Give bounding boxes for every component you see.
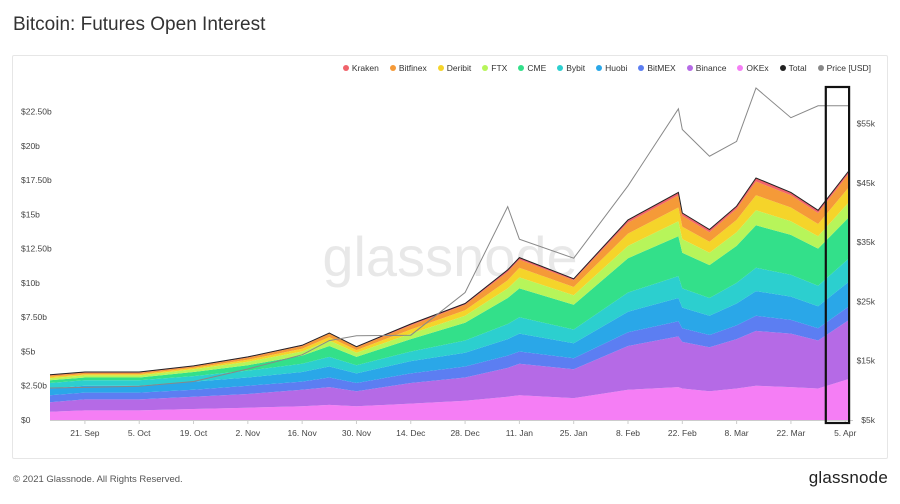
lines [49, 87, 850, 389]
right-tick-label: $55k [857, 119, 876, 129]
legend-item-cme[interactable]: CME [518, 63, 546, 73]
left-tick-label: $2.50b [21, 381, 47, 391]
legend-dot [686, 65, 693, 71]
stacked-areas [50, 170, 850, 420]
left-tick-label: $0 [21, 415, 31, 425]
legend-item-price-usd[interactable]: Price [USD] [817, 63, 871, 73]
legend-item-deribit[interactable]: Deribit [437, 63, 472, 73]
legend-dot [596, 65, 603, 71]
page-title: Bitcoin: Futures Open Interest [13, 14, 266, 35]
right-tick-label: $15k [857, 356, 876, 366]
legend-label: Price [USD] [826, 63, 871, 73]
legend-label: Deribit [446, 63, 472, 73]
x-tick-label: 8. Mar [725, 428, 749, 438]
right-tick-label: $5k [861, 415, 875, 425]
left-tick-label: $10b [21, 278, 40, 288]
legend-item-binance[interactable]: Binance [686, 63, 727, 73]
total-line [49, 170, 850, 376]
legend-item-bybit[interactable]: Bybit [557, 63, 585, 73]
legend-label: Bybit [566, 63, 586, 73]
left-tick-label: $7.50b [21, 312, 47, 322]
legend-label: FTX [491, 63, 508, 73]
left-tick-label: $12.50b [21, 244, 52, 254]
left-tick-label: $17.50b [21, 175, 52, 185]
futures-open-interest-chart: glassnode $0$2.50b$5b$7.50b$10b$12.50b$1… [21, 85, 876, 438]
legend-label: BitMEX [647, 63, 676, 73]
legend-dot [518, 65, 525, 71]
x-tick-label: 14. Dec [396, 428, 426, 438]
legend-dot [779, 65, 786, 71]
x-tick-label: 21. Sep [70, 428, 100, 438]
legend-dot [342, 65, 349, 71]
left-y-axis: $0 $2.50b $5b $7.50b $10b $12.50b $15b $17.50b $… [21, 107, 52, 425]
chart-legend: Kraken Bitfinex Deribit FTX CME Bybit Huobi Bit… [342, 63, 871, 73]
legend-dot [737, 65, 744, 71]
legend-label: OKEx [746, 63, 769, 73]
legend-dot [557, 65, 564, 71]
left-tick-label: $22.50b [21, 107, 52, 117]
legend-item-kraken[interactable]: Kraken [342, 63, 379, 73]
x-tick-label: 16. Nov [287, 428, 317, 438]
legend-item-huobi[interactable]: Huobi [596, 63, 627, 73]
left-tick-label: $20b [21, 141, 40, 151]
left-tick-label: $15b [21, 209, 40, 219]
legend-item-bitfinex[interactable]: Bitfinex [389, 63, 427, 73]
legend-label: Huobi [605, 63, 628, 73]
area-bybit [50, 258, 850, 389]
chart-card: glassnode $0 $2.50b $5b $7.50b $10b $12.50b $1… [12, 55, 888, 459]
legend-item-okex[interactable]: OKEx [737, 63, 769, 73]
legend-label: Total [788, 63, 807, 73]
legend-dot [437, 65, 444, 71]
x-tick-label: 11. Jan [506, 428, 534, 438]
x-tick-label: 25. Jan [560, 428, 588, 438]
glassnode-logo[interactable]: glassnode [808, 468, 888, 487]
x-tick-label: 8. Feb [616, 428, 640, 438]
legend-label: CME [527, 63, 547, 73]
copyright-text: © 2021 Glassnode. All Rights Reserved. [13, 474, 183, 485]
legend-item-ftx[interactable]: FTX [482, 63, 507, 73]
legend-item-bitmex[interactable]: BitMEX [638, 63, 676, 73]
area-bitfinex [50, 173, 850, 377]
area-bitmex [50, 306, 850, 403]
x-tick-label: 22. Mar [776, 428, 805, 438]
x-tick-label: 19. Oct [180, 428, 208, 438]
x-axis: 21. Sep 5. Oct 19. Oct 2. Nov 16. Nov 30. Nov… [50, 420, 856, 438]
x-tick-label: 22. Feb [668, 428, 697, 438]
highlight-box [824, 85, 851, 425]
legend-dot [482, 65, 489, 71]
area-ftx [50, 202, 850, 381]
x-tick-label: 28. Dec [450, 428, 480, 438]
area-cme [50, 217, 850, 383]
left-tick-label: $5b [21, 347, 35, 357]
x-tick-label: 5. Apr [834, 428, 856, 438]
x-tick-label: 5. Oct [128, 428, 151, 438]
legend-label: Bitfinex [398, 63, 427, 73]
x-tick-label: 30. Nov [342, 428, 372, 438]
area-binance [50, 319, 850, 412]
right-tick-label: $25k [857, 296, 876, 306]
legend-item-total[interactable]: Total [779, 63, 807, 73]
legend-dot [389, 65, 396, 71]
area-okex [50, 378, 850, 420]
price-line [49, 87, 850, 389]
legend-dot [638, 65, 645, 71]
right-tick-label: $45k [857, 178, 876, 188]
legend-label: Kraken [351, 63, 379, 73]
right-y-axis: $5k $15k $25k $35k $45k $55k [857, 119, 876, 425]
legend-label: Binance [695, 63, 727, 73]
legend-dot [817, 65, 824, 71]
x-tick-label: 2. Nov [236, 428, 261, 438]
area-deribit [50, 187, 850, 379]
right-tick-label: $35k [857, 237, 876, 247]
area-huobi [50, 281, 850, 396]
